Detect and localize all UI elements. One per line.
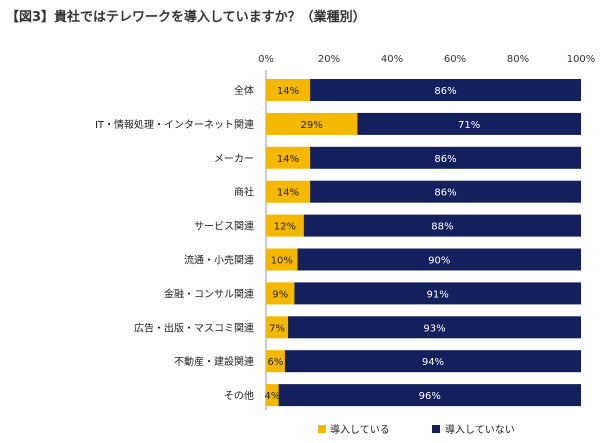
data-label: 86% [434, 188, 456, 199]
bar-segment-no [310, 79, 581, 101]
data-label: 71% [458, 120, 480, 131]
data-label: 12% [274, 222, 296, 233]
x-tick-label: 60% [444, 54, 466, 65]
data-label: 86% [434, 154, 456, 165]
category-label: 流通・小売関連 [184, 254, 254, 267]
category-label: 不動産・建設関連 [174, 355, 254, 368]
bar-segment-no [310, 180, 581, 203]
legend-swatch-yes [318, 425, 326, 433]
bar-segment-no [357, 112, 581, 135]
data-label: 7% [269, 323, 285, 334]
data-label: 29% [301, 120, 323, 131]
data-label: 6% [268, 357, 284, 368]
bar-segment-no [294, 282, 581, 305]
category-label: サービス関連 [194, 220, 254, 233]
bar-segment-yes [266, 248, 298, 271]
data-label: 94% [422, 357, 444, 368]
data-label: 9% [272, 289, 288, 300]
data-label: 14% [277, 188, 299, 199]
category-label: 全体 [234, 84, 254, 97]
x-tick-label: 40% [381, 54, 403, 65]
data-label: 88% [431, 222, 453, 233]
legend-label-yes: 導入している [330, 423, 390, 436]
bar-segment-yes [266, 214, 304, 237]
data-label: 90% [428, 256, 450, 267]
bar-segment-no [303, 214, 581, 237]
x-tick-label: 100% [567, 54, 596, 65]
data-label: 86% [434, 86, 456, 97]
bar-segment-yes [266, 180, 311, 203]
bar-segment-no [278, 384, 581, 407]
bar-segment-no [288, 316, 581, 339]
category-label: IT・情報処理・インターネット関連 [95, 118, 254, 131]
data-label: 10% [271, 256, 293, 267]
data-label: 4% [264, 391, 280, 402]
bar-segment-yes [266, 112, 358, 135]
category-label: 広告・出版・マスコミ関連 [134, 321, 254, 334]
data-label: 96% [419, 391, 441, 402]
category-label: 商社 [234, 186, 254, 199]
bar-segment-no [297, 248, 581, 271]
bar-segment-yes [266, 350, 285, 373]
x-tick-label: 80% [507, 54, 529, 65]
category-label: 金融・コンサル関連 [164, 287, 254, 300]
bar-segment-yes [266, 384, 279, 407]
x-tick-label: 0% [258, 54, 274, 65]
legend-swatch-no [432, 425, 440, 433]
data-label: 14% [277, 154, 299, 165]
bar-segment-no [284, 350, 581, 373]
data-label: 14% [277, 86, 299, 97]
category-label: その他 [224, 389, 254, 402]
category-label: メーカー [214, 153, 254, 165]
data-label: 91% [427, 289, 449, 300]
chart-title: 【図3】貴社ではテレワークを導入していますか？（業種別） [6, 10, 366, 25]
data-label: 93% [423, 323, 445, 334]
bar-segment-yes [266, 282, 295, 305]
legend-label-no: 導入していない [445, 423, 515, 436]
bar-segment-yes [266, 79, 311, 101]
x-tick-label: 20% [318, 54, 340, 65]
bar-segment-yes [266, 146, 311, 169]
bar-segment-no [310, 146, 581, 169]
bar-segment-yes [266, 316, 289, 339]
